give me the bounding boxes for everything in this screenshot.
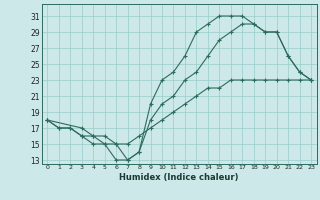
X-axis label: Humidex (Indice chaleur): Humidex (Indice chaleur) [119, 173, 239, 182]
